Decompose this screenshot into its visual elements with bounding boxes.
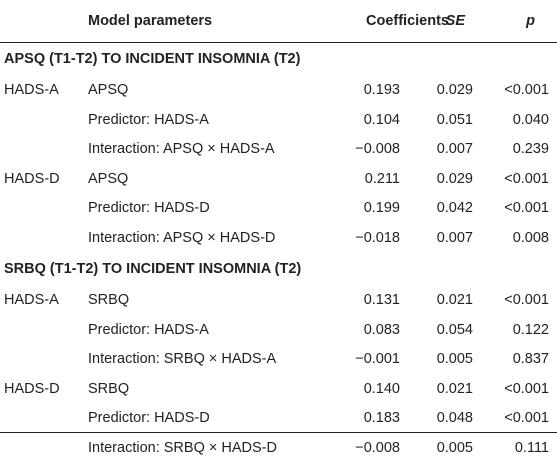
table-row: Predictor: HADS-A 0.104 0.051 0.040 [0, 106, 557, 136]
row-p: 0.239 [513, 135, 549, 165]
row-se: 0.021 [437, 286, 473, 316]
row-group: HADS-D [4, 165, 60, 195]
row-coefficient: 0.083 [364, 316, 400, 346]
row-se: 0.005 [437, 434, 473, 463]
table-row: HADS-D SRBQ 0.140 0.021 <0.001 [0, 375, 557, 405]
row-p: 0.122 [513, 316, 549, 346]
table-row: Predictor: HADS-A 0.083 0.054 0.122 [0, 316, 557, 346]
row-se: 0.051 [437, 106, 473, 136]
row-coefficient: 0.183 [364, 404, 400, 434]
row-se: 0.021 [437, 375, 473, 405]
section-title: APSQ (T1-T2) TO INCIDENT INSOMNIA (T2) [0, 43, 557, 76]
header-p: p [526, 0, 535, 42]
row-p: 0.837 [513, 345, 549, 375]
row-parameter: Predictor: HADS-A [88, 316, 209, 346]
row-group: HADS-A [4, 286, 59, 316]
table-row: Predictor: HADS-D 0.183 0.048 <0.001 [0, 404, 557, 434]
table-row: HADS-A APSQ 0.193 0.029 <0.001 [0, 76, 557, 106]
section-title-text: SRBQ (T1-T2) TO INCIDENT INSOMNIA (T2) [4, 253, 301, 286]
row-coefficient: 0.211 [365, 165, 400, 195]
row-p: <0.001 [504, 286, 549, 316]
section-title: SRBQ (T1-T2) TO INCIDENT INSOMNIA (T2) [0, 253, 557, 286]
row-se: 0.005 [437, 345, 473, 375]
row-p: 0.111 [515, 434, 549, 463]
section-title-text: APSQ (T1-T2) TO INCIDENT INSOMNIA (T2) [4, 43, 300, 76]
header-se: SE [446, 0, 465, 42]
table-row: Interaction: SRBQ × HADS-A −0.001 0.005 … [0, 345, 557, 375]
row-se: 0.007 [437, 135, 473, 165]
row-parameter: Predictor: HADS-A [88, 106, 209, 136]
row-parameter: Predictor: HADS-D [88, 404, 210, 434]
row-p: 0.008 [513, 224, 549, 254]
table-header: Model parameters Coefficients SE p [0, 0, 557, 43]
row-coefficient: 0.104 [364, 106, 400, 136]
row-se: 0.029 [437, 76, 473, 106]
row-p: <0.001 [504, 404, 549, 434]
row-parameter: APSQ [88, 76, 128, 106]
row-p: 0.040 [513, 106, 549, 136]
row-se: 0.029 [437, 165, 473, 195]
row-se: 0.042 [437, 194, 473, 224]
table-row: Interaction: SRBQ × HADS-D −0.008 0.005 … [0, 434, 557, 463]
row-coefficient: −0.001 [355, 345, 400, 375]
row-parameter: Interaction: SRBQ × HADS-D [88, 434, 277, 463]
row-coefficient: 0.140 [364, 375, 400, 405]
header-model-parameters: Model parameters [88, 0, 212, 42]
row-se: 0.007 [437, 224, 473, 254]
row-group: HADS-A [4, 76, 59, 106]
row-parameter: Interaction: APSQ × HADS-A [88, 135, 275, 165]
row-p: <0.001 [504, 375, 549, 405]
header-coefficients: Coefficients [366, 0, 449, 42]
table-bottom-rule [0, 432, 557, 433]
table-row: Interaction: APSQ × HADS-A −0.008 0.007 … [0, 135, 557, 165]
row-parameter: APSQ [88, 165, 128, 195]
row-p: <0.001 [504, 165, 549, 195]
row-coefficient: −0.008 [355, 135, 400, 165]
row-se: 0.054 [437, 316, 473, 346]
row-coefficient: 0.199 [364, 194, 400, 224]
row-coefficient: −0.008 [355, 434, 400, 463]
row-p: <0.001 [504, 76, 549, 106]
row-group: HADS-D [4, 375, 60, 405]
row-coefficient: 0.131 [364, 286, 400, 316]
row-parameter: Interaction: SRBQ × HADS-A [88, 345, 276, 375]
table-row: HADS-D APSQ 0.211 0.029 <0.001 [0, 165, 557, 195]
row-se: 0.048 [437, 404, 473, 434]
table-row: Interaction: APSQ × HADS-D −0.018 0.007 … [0, 224, 557, 254]
row-parameter: SRBQ [88, 375, 129, 405]
row-coefficient: 0.193 [364, 76, 400, 106]
row-p: <0.001 [504, 194, 549, 224]
row-coefficient: −0.018 [355, 224, 400, 254]
table-row: HADS-A SRBQ 0.131 0.021 <0.001 [0, 286, 557, 316]
row-parameter: SRBQ [88, 286, 129, 316]
row-parameter: Predictor: HADS-D [88, 194, 210, 224]
row-parameter: Interaction: APSQ × HADS-D [88, 224, 275, 254]
table-row: Predictor: HADS-D 0.199 0.042 <0.001 [0, 194, 557, 224]
